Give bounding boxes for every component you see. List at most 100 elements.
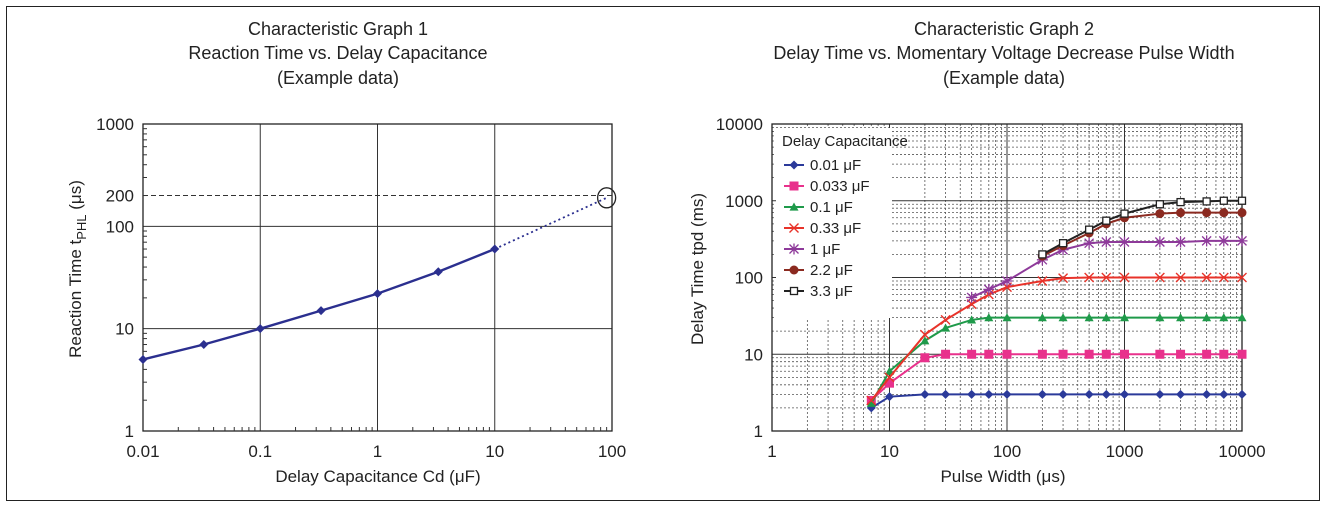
chart2-data-point [1219,313,1229,322]
chart2-data-point [1237,313,1247,322]
chart2-data-point [1084,389,1094,399]
chart2-data-point [1202,208,1212,218]
chart2-legend-marker [789,223,799,233]
chart2-data-point [1176,349,1186,359]
chart2-data-point [1083,237,1095,249]
chart1-subtitle: Reaction Time vs. Delay Capacitance [188,43,487,63]
chart1-extrapolation-line [494,196,608,250]
chart1-xtick-label: 10 [485,442,504,461]
chart2-data-point [1084,349,1094,359]
chart2-series-line [971,239,1242,299]
chart1-highlight-circle [596,187,617,209]
chart2-data-point [1218,272,1229,283]
chart1-xtick-label: 100 [598,442,626,461]
chart2-data-point [1037,389,1047,399]
chart1-ylabel-main: Reaction Time t [66,239,85,357]
chart2-data-point [1001,275,1013,287]
chart1-data-point [433,267,443,277]
chart1-data-point [373,289,382,299]
chart2-legend-marker [789,265,799,275]
chart2-data-point [1084,272,1095,283]
chart1-series-line [142,247,496,361]
chart1-ylabel: Reaction Time tPHL (μs) [66,180,89,358]
chart2-data-point [984,349,994,359]
chart2-xtick-label: 100 [993,442,1021,461]
chart2-data-point [1120,349,1129,359]
chart2-xtick-label: 1 [767,442,776,461]
chart2-legend-marker [789,286,799,296]
figure-frame: Characteristic Graph 1 Reaction Time vs.… [6,6,1320,501]
chart2-legend-box [776,128,892,318]
chart2-data-point [885,392,894,402]
chart2-data-point [1176,313,1186,322]
chart2-xlabel: Pulse Width (μs) [940,467,1065,486]
chart1-xtick-label: 1 [373,442,382,461]
chart2-data-point [1219,208,1229,218]
chart2-data-point [1237,196,1247,205]
chart2-data-point [1218,235,1230,247]
chart1-ylabel-sub: PHL [74,214,89,239]
chart2-data-point [1155,200,1165,209]
chart2-series-line [1041,199,1242,256]
chart2-data-point [920,353,930,363]
chart2-series-line [1041,211,1242,257]
chart2-data-point [885,366,894,375]
chart2-xtick-label: 10 [880,442,899,461]
chart2-ytick-label: 1000 [725,192,763,211]
chart2-data-point [1119,236,1130,248]
chart2-data-point [1154,236,1166,248]
chart2-data-point [1101,389,1111,399]
chart2-data-point [967,349,977,359]
chart2-legend-label: 0.01 μF [810,157,861,174]
chart2-data-point [1202,349,1212,359]
chart2-data-point [1202,389,1212,399]
chart2-data-point [1101,272,1112,283]
chart2-data-point [1058,389,1068,399]
chart1-xtick-label: 0.1 [248,442,272,461]
chart2-data-point [1176,208,1186,218]
chart2-data-point [1201,235,1213,247]
chart2-data-point [940,314,951,325]
chart2-data-point [1102,216,1111,225]
chart2-data-point [1155,313,1165,322]
chart2-data-point [1237,389,1247,399]
chart2-data-point [1058,349,1068,359]
chart2-data-point [1119,272,1130,283]
chart2-data-point [1002,313,1012,322]
chart2-ylabel: Delay Time tpd (ms) [688,193,707,345]
chart2-title: Characteristic Graph 2 [914,19,1094,39]
chart2-data-point [1155,209,1165,219]
chart2-data-point [1202,197,1211,206]
chart2-legend-label: 0.33 μF [810,220,861,237]
chart2-data-point [1101,349,1111,359]
chart1-ytick-label: 1000 [96,115,134,134]
chart2-data-point [1201,272,1212,283]
chart1-xlabel: Delay Capacitance Cd (μF) [275,467,480,486]
chart2-data-point [984,313,994,322]
chart-reaction-time: Characteristic Graph 1 Reaction Time vs.… [66,19,626,486]
chart1-data-point [316,306,326,316]
chart2-data-point [1120,389,1129,399]
chart1-data-point [255,324,265,334]
chart1-ytick-label: 100 [106,217,134,236]
chart2-ytick-label: 100 [735,269,763,288]
chart2-data-point [1176,197,1185,207]
chart2-data-point [1058,239,1068,248]
chart2-data-point [1176,389,1186,399]
chart2-data-point [1101,313,1111,322]
chart2-data-point [1058,273,1069,284]
chart2-data-point [1236,235,1248,247]
chart2-data-point [1058,313,1068,322]
chart2-xtick-label: 10000 [1218,442,1265,461]
chart2-data-point [1237,208,1247,218]
chart2-legend-marker [789,160,799,170]
chart2-data-point [1084,313,1094,322]
chart2-legend-label: 1 μF [810,241,840,258]
chart2-data-point [1037,313,1047,322]
chart2-data-point [967,389,977,399]
chart2-xtick-label: 1000 [1106,442,1144,461]
chart2-subtitle: Delay Time vs. Momentary Voltage Decreas… [773,43,1234,63]
chart1-xtick-label: 0.01 [126,442,159,461]
chart2-legend-label: 3.3 μF [810,283,853,300]
chart2-data-point [966,291,978,303]
